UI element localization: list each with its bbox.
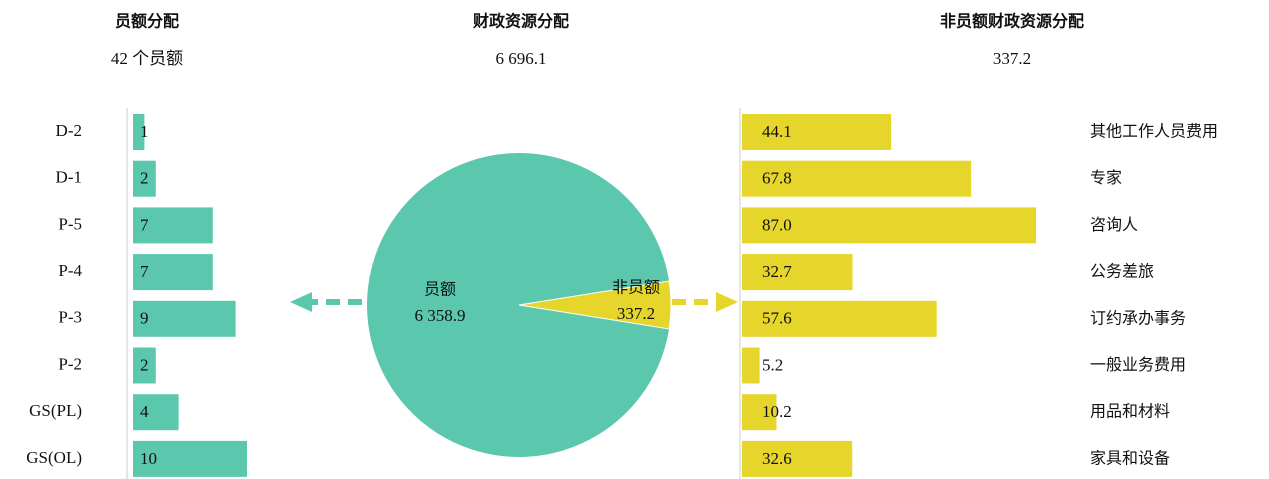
category-label: GS(PL) [29, 401, 82, 420]
category-label: 订约承办事务 [1090, 308, 1186, 327]
bar [133, 440, 247, 477]
category-label: D-2 [56, 121, 82, 140]
chart-subtitle: 6 696.1 [496, 49, 547, 68]
category-label: GS(OL) [26, 448, 82, 467]
slice-label: 非员额 [612, 278, 660, 297]
bar-value-label: 10 [140, 449, 157, 468]
category-label: 公务差旅 [1090, 262, 1154, 281]
category-label: D-1 [56, 168, 82, 187]
bar-value-label: 4 [140, 402, 149, 421]
arrow-right [672, 292, 738, 312]
bar [742, 394, 777, 431]
bar [742, 160, 972, 197]
bar [133, 254, 213, 291]
category-label: 家具和设备 [1090, 448, 1170, 467]
category-label: 咨询人 [1090, 215, 1138, 234]
bar-value-label: 57.6 [762, 309, 792, 328]
bar-value-label: 67.8 [762, 169, 792, 188]
chart-subtitle: 42 个员额 [111, 49, 183, 68]
bar-value-label: 1 [140, 122, 149, 141]
bar [742, 347, 760, 384]
bar [133, 394, 179, 431]
bar [742, 254, 853, 291]
bar-value-label: 10.2 [762, 402, 792, 421]
bar-value-label: 44.1 [762, 122, 792, 141]
pie-slice [518, 280, 672, 330]
bar-value-label: 9 [140, 309, 149, 328]
bar [133, 207, 213, 244]
pie-slice [367, 152, 670, 458]
category-label: 专家 [1090, 168, 1122, 187]
arrow-left [290, 292, 362, 312]
slice-label: 员额 [424, 280, 456, 299]
bar-value-label: 7 [140, 215, 149, 234]
bar-value-label: 87.0 [762, 215, 792, 234]
category-label: 一般业务费用 [1090, 355, 1186, 374]
bar [133, 114, 145, 150]
bar-value-label: 2 [140, 355, 149, 374]
chart-title: 员额分配 [115, 12, 179, 31]
category-label: P-2 [58, 354, 82, 373]
chart-subtitle: 337.2 [993, 49, 1031, 68]
bar-value-label: 32.6 [762, 449, 792, 468]
bar-value-label: 5.2 [762, 355, 783, 374]
bar [742, 300, 937, 337]
bar-value-label: 2 [140, 169, 149, 188]
bar [133, 300, 236, 337]
bar [133, 347, 156, 384]
slice-value-label: 337.2 [617, 304, 655, 323]
category-label: P-5 [58, 214, 82, 233]
category-label: 用品和材料 [1090, 402, 1170, 421]
bar [133, 160, 156, 197]
chart-title: 财政资源分配 [472, 12, 569, 31]
bar [742, 114, 892, 150]
bar [742, 440, 853, 477]
slice-value-label: 6 358.9 [415, 306, 466, 325]
category-label: 其他工作人员费用 [1090, 122, 1218, 141]
bar [742, 207, 1037, 244]
bar-value-label: 32.7 [762, 262, 792, 281]
bar-value-label: 7 [140, 262, 149, 281]
chart-title: 非员额财政资源分配 [940, 12, 1084, 31]
category-label: P-3 [58, 308, 82, 327]
category-label: P-4 [58, 261, 82, 280]
